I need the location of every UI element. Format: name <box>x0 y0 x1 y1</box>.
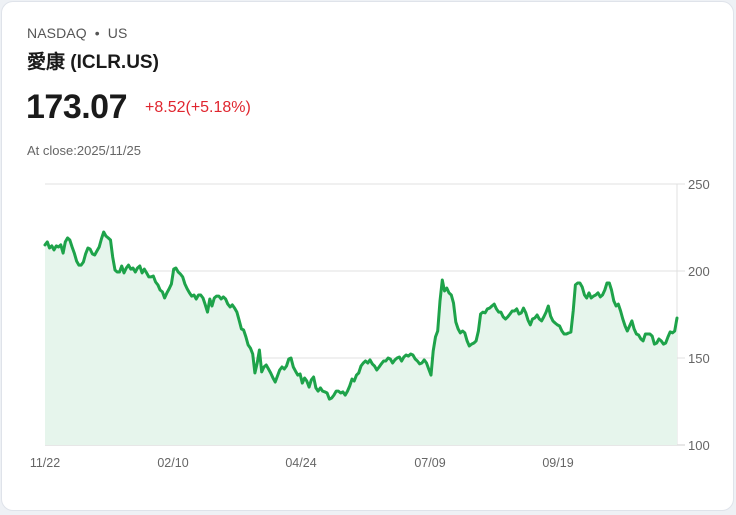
separator-dot: • <box>94 25 100 41</box>
market-name: US <box>107 25 128 41</box>
chart-area-fill <box>45 232 677 445</box>
stock-price: 173.07 <box>26 88 128 126</box>
price-change: +8.52(+5.18%) <box>145 99 251 116</box>
y-axis-labels: 250 200 150 100 <box>688 177 710 453</box>
exchange-line: NASDAQ • US <box>27 25 127 41</box>
x-tick-label: 11/22 <box>30 456 60 470</box>
y-tick-label: 200 <box>688 264 710 279</box>
x-tick-label: 02/10 <box>157 456 188 470</box>
chart-price-line <box>43 230 679 401</box>
x-tick-label: 07/09 <box>414 456 445 470</box>
x-axis-labels: 11/22 02/10 04/24 07/09 09/19 <box>30 456 574 470</box>
exchange-name: NASDAQ <box>27 25 87 41</box>
stock-title: 愛康 (ICLR.US) <box>27 52 159 73</box>
close-timestamp: At close:2025/11/25 <box>27 143 141 158</box>
x-tick-label: 04/24 <box>285 456 316 470</box>
y-tick-label: 250 <box>688 177 710 192</box>
y-tick-label: 100 <box>688 438 710 453</box>
y-tick-label: 150 <box>688 351 710 366</box>
x-tick-label: 09/19 <box>542 456 573 470</box>
